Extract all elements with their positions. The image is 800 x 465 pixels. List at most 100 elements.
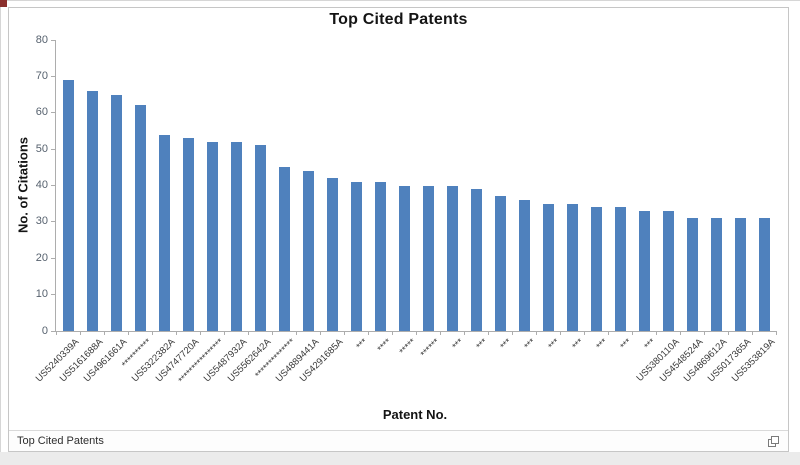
x-tick-mark [271, 331, 273, 335]
bar[interactable] [710, 218, 722, 331]
x-tick-mark [175, 331, 177, 335]
x-tick-mark [151, 331, 153, 335]
y-tick-label: 80 [35, 33, 48, 46]
x-category-label: *** [354, 336, 370, 353]
x-tick-mark [703, 331, 705, 335]
x-tick-mark [103, 331, 105, 335]
y-tick-label: 40 [35, 179, 48, 191]
x-category-label: **** [375, 336, 394, 355]
x-category-label: *** [594, 336, 610, 353]
y-tick-label: 10 [35, 288, 48, 301]
outer-top-border [0, 0, 800, 1]
bar[interactable] [638, 210, 650, 331]
x-category-label: ****** [418, 336, 442, 361]
bar[interactable] [398, 185, 410, 331]
x-tick-mark [607, 331, 609, 335]
x-tick-mark [679, 331, 681, 335]
x-axis-title: Patent No. [382, 407, 448, 422]
x-category-label: *** [474, 336, 490, 353]
y-tick-label: 0 [41, 324, 48, 337]
bar[interactable] [158, 134, 170, 331]
popout-icon[interactable] [767, 435, 780, 448]
bar[interactable] [590, 207, 602, 331]
x-tick-mark [463, 331, 465, 335]
chart-panel: Top Cited Patents No. of Citations 0 10 20… [8, 7, 789, 452]
x-tick-mark [367, 331, 369, 335]
bar[interactable] [302, 170, 314, 331]
bar[interactable] [566, 203, 578, 331]
bar[interactable] [62, 80, 74, 331]
chart-title: Top Cited Patents [329, 11, 468, 28]
x-tick-mark [55, 331, 57, 335]
bar[interactable] [662, 210, 674, 331]
x-tick-mark [199, 331, 201, 335]
bar[interactable] [470, 189, 482, 331]
bar[interactable] [446, 185, 458, 331]
x-tick-mark [127, 331, 129, 335]
x-tick-mark [511, 331, 513, 335]
x-tick-mark [535, 331, 537, 335]
bar[interactable] [86, 90, 98, 331]
x-tick-mark [343, 331, 345, 335]
y-tick-mark [51, 330, 56, 332]
x-category-label: *** [450, 336, 466, 353]
x-category-label: *** [642, 336, 658, 353]
x-category-label: *** [498, 336, 514, 353]
bar[interactable] [518, 200, 530, 331]
bar[interactable] [134, 105, 146, 331]
x-category-label: ***** [397, 336, 418, 358]
bar[interactable] [326, 178, 338, 331]
y-tick-mark [51, 294, 56, 296]
y-tick-label: 50 [35, 142, 48, 155]
y-tick-mark [51, 257, 56, 259]
x-tick-mark [559, 331, 561, 335]
x-tick-mark [415, 331, 417, 335]
bar[interactable] [686, 218, 698, 331]
y-tick-mark [51, 39, 56, 41]
bar[interactable] [206, 141, 218, 331]
bar[interactable] [254, 145, 266, 331]
bar[interactable] [350, 181, 362, 331]
x-tick-mark [391, 331, 393, 335]
y-tick-mark [51, 75, 56, 77]
x-tick-mark [775, 331, 777, 335]
bottom-gray-strip [0, 452, 800, 465]
x-tick-mark [751, 331, 753, 335]
y-tick-mark [51, 148, 56, 150]
bar[interactable] [110, 94, 122, 331]
x-category-label: *** [546, 336, 562, 353]
x-tick-mark [487, 331, 489, 335]
x-tick-mark [223, 331, 225, 335]
y-tick-mark [51, 185, 56, 186]
y-tick-label: 30 [35, 215, 48, 228]
x-tick-mark [583, 331, 585, 335]
x-tick-mark [247, 331, 249, 335]
bar[interactable] [758, 218, 770, 331]
plot-area: 0 10 20 30 40 50 60 70 80 US5240339A US5161688A US4… [34, 34, 778, 386]
y-tick-label: 70 [35, 69, 48, 82]
footer-bar: Top Cited Patents [9, 430, 788, 451]
x-tick-mark [439, 331, 441, 335]
bar[interactable] [182, 138, 194, 331]
y-tick-label: 60 [35, 106, 48, 119]
bar[interactable] [374, 181, 386, 331]
y-tick-label: 20 [35, 251, 48, 264]
popout-icon-glyph [768, 435, 779, 447]
bar[interactable] [422, 185, 434, 331]
bar[interactable] [542, 203, 554, 331]
outer-left-border [0, 0, 1, 452]
x-category-label: *** [570, 336, 586, 353]
x-tick-mark [319, 331, 321, 335]
y-tick-mark [51, 112, 56, 114]
bar[interactable] [278, 167, 290, 331]
x-tick-mark [79, 331, 81, 335]
x-tick-mark [295, 331, 297, 335]
x-tick-mark [727, 331, 729, 335]
x-tick-mark [631, 331, 633, 335]
bar[interactable] [494, 196, 506, 331]
bar[interactable] [230, 141, 242, 331]
bar[interactable] [734, 218, 746, 331]
x-category-label: *** [618, 336, 634, 353]
bar[interactable] [614, 207, 626, 331]
